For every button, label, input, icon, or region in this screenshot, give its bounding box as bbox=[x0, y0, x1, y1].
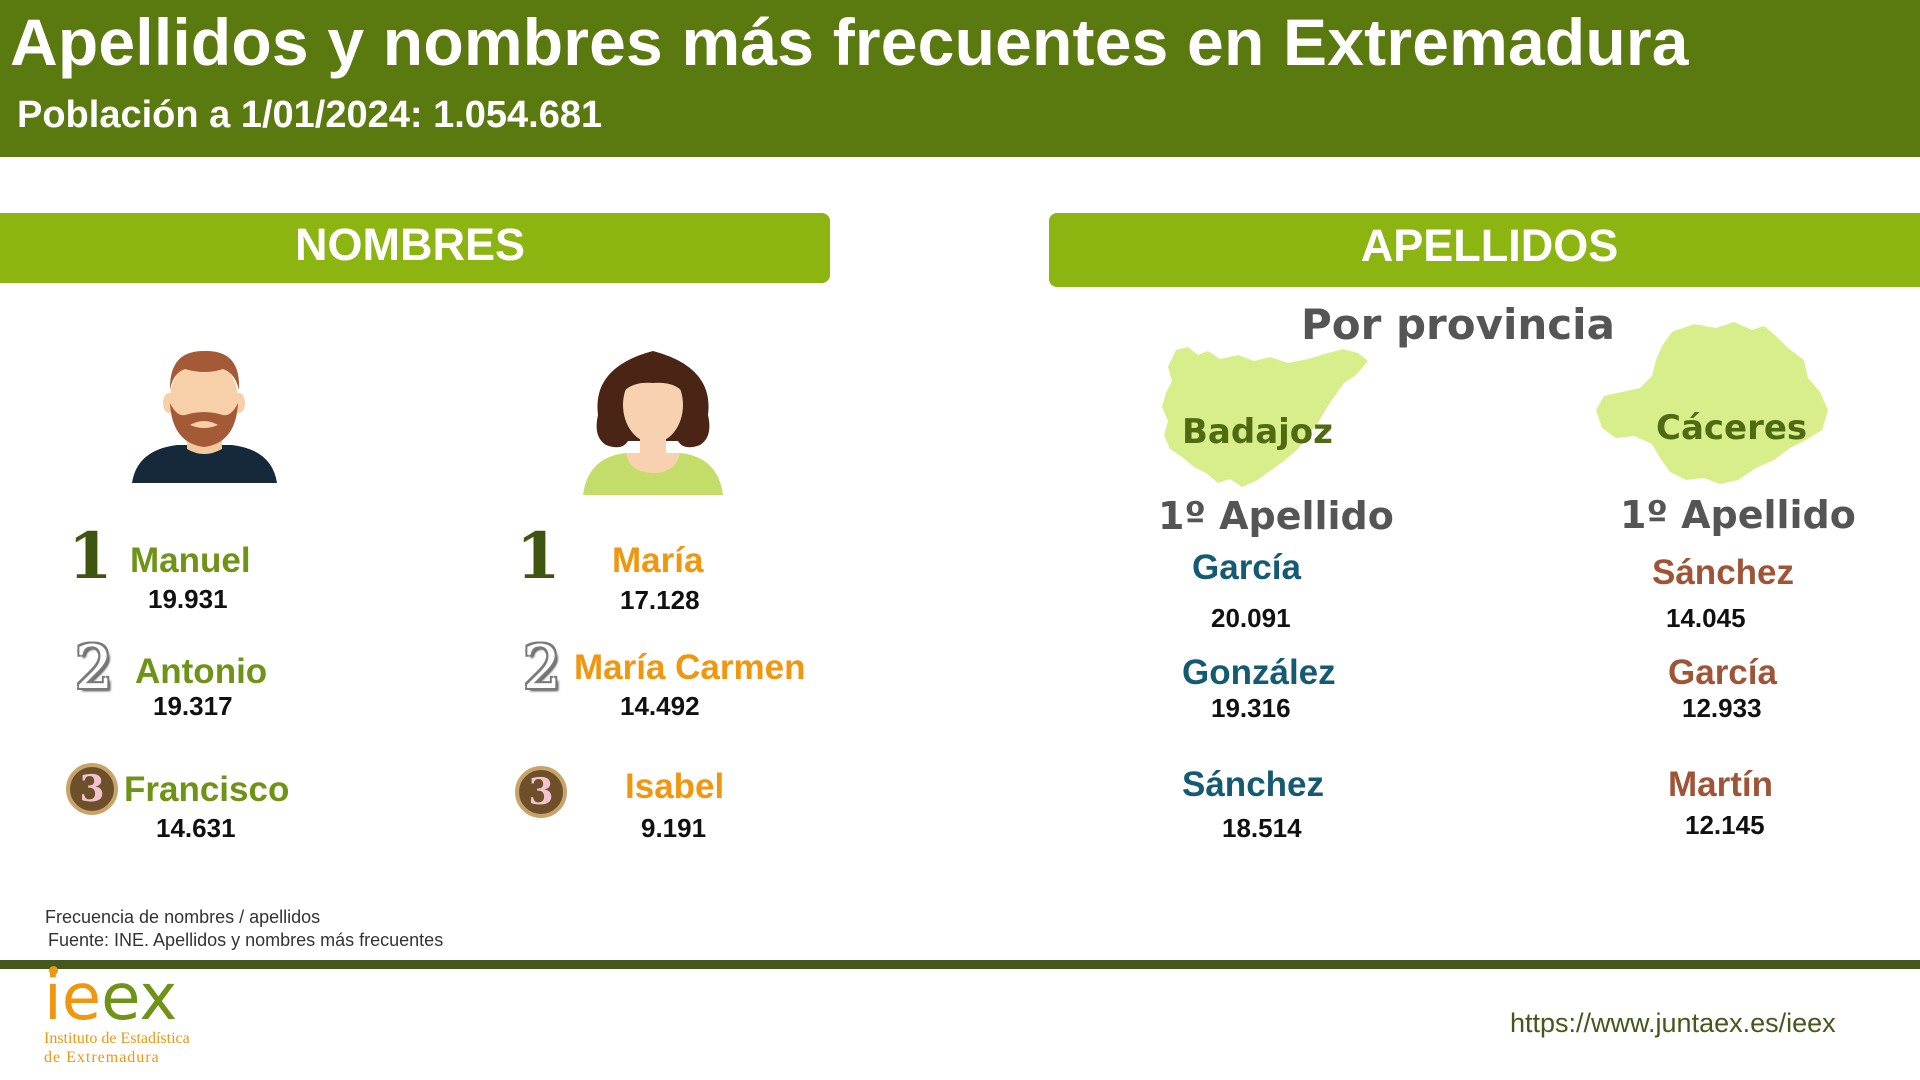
logo-caption: Instituto de Estadística de Extremadura bbox=[44, 1029, 190, 1067]
woman-avatar-icon bbox=[583, 351, 723, 495]
apellidos-section-heading: APELLIDOS bbox=[1049, 213, 1920, 287]
female-name-1: María bbox=[612, 541, 704, 580]
rank-3-medal: 3 bbox=[66, 763, 118, 815]
badajoz-map-icon bbox=[1162, 347, 1368, 487]
female-count-3: 9.191 bbox=[641, 813, 707, 843]
frequency-note: Frecuencia de nombres / apellidos bbox=[45, 907, 321, 927]
source-notes: Frecuencia de nombres / apellidos Fuente… bbox=[45, 906, 443, 952]
source-note: Fuente: INE. Apellidos y nombres más fre… bbox=[48, 930, 444, 950]
female-name-3: Isabel bbox=[625, 767, 725, 806]
badajoz-surname-3: Sánchez bbox=[1182, 765, 1324, 804]
caceres-surname-2: García bbox=[1668, 653, 1777, 692]
male-count-1: 19.931 bbox=[148, 584, 228, 614]
logo-caption-line-1: Instituto de Estadística bbox=[44, 1030, 190, 1047]
badajoz-count-2: 19.316 bbox=[1211, 693, 1291, 723]
header-banner: Apellidos y nombres más frecuentes en Ex… bbox=[0, 0, 1920, 157]
ieex-logo[interactable]: ieex Instituto de Estadística de Extrema… bbox=[44, 966, 224, 1066]
caceres-label: Cáceres bbox=[1656, 408, 1808, 448]
rank-3-medal: 3 bbox=[515, 766, 567, 818]
badajoz-label: Badajoz bbox=[1182, 412, 1333, 452]
male-name-3: Francisco bbox=[124, 770, 290, 809]
population-subtitle: Población a 1/01/2024: 1.054.681 bbox=[17, 94, 603, 136]
badajoz-count-3: 18.514 bbox=[1222, 813, 1302, 843]
rank-2-badge: 2 bbox=[523, 633, 562, 703]
badajoz-count-1: 20.091 bbox=[1211, 603, 1291, 633]
male-name-2: Antonio bbox=[135, 652, 268, 691]
caceres-column-heading: 1º Apellido bbox=[1620, 493, 1856, 537]
logo-word-part-2: ex bbox=[101, 961, 178, 1035]
logo-caption-line-2: de Extremadura bbox=[44, 1049, 160, 1066]
caceres-surname-3: Martín bbox=[1668, 765, 1773, 804]
caceres-map-icon bbox=[1596, 322, 1828, 484]
caceres-count-3: 12.145 bbox=[1685, 810, 1765, 840]
male-count-3: 14.631 bbox=[156, 813, 236, 843]
rank-1-badge: 1 bbox=[68, 519, 113, 594]
badajoz-surname-1: García bbox=[1192, 548, 1301, 587]
badajoz-surname-2: González bbox=[1182, 653, 1336, 692]
caceres-count-1: 14.045 bbox=[1666, 603, 1746, 633]
website-link[interactable]: https://www.juntaex.es/ieex bbox=[1510, 1008, 1836, 1038]
nombres-section-heading: NOMBRES bbox=[0, 213, 830, 283]
rank-2-badge: 2 bbox=[75, 633, 114, 703]
footer-divider bbox=[0, 960, 1920, 969]
man-avatar-icon bbox=[132, 350, 277, 483]
male-name-1: Manuel bbox=[130, 541, 251, 580]
female-count-1: 17.128 bbox=[620, 585, 700, 615]
logo-wordmark: ieex bbox=[44, 966, 177, 1030]
caceres-surname-1: Sánchez bbox=[1652, 553, 1794, 592]
female-name-2: María Carmen bbox=[574, 648, 806, 687]
rank-1-badge: 1 bbox=[516, 519, 561, 594]
female-count-2: 14.492 bbox=[620, 691, 700, 721]
male-count-2: 19.317 bbox=[153, 691, 233, 721]
caceres-count-2: 12.933 bbox=[1682, 693, 1762, 723]
logo-dot bbox=[49, 966, 58, 975]
badajoz-column-heading: 1º Apellido bbox=[1158, 494, 1394, 538]
logo-word-part-1: ie bbox=[44, 961, 102, 1035]
por-provincia-heading: Por provincia bbox=[1301, 300, 1615, 349]
page-title: Apellidos y nombres más frecuentes en Ex… bbox=[10, 5, 1689, 79]
